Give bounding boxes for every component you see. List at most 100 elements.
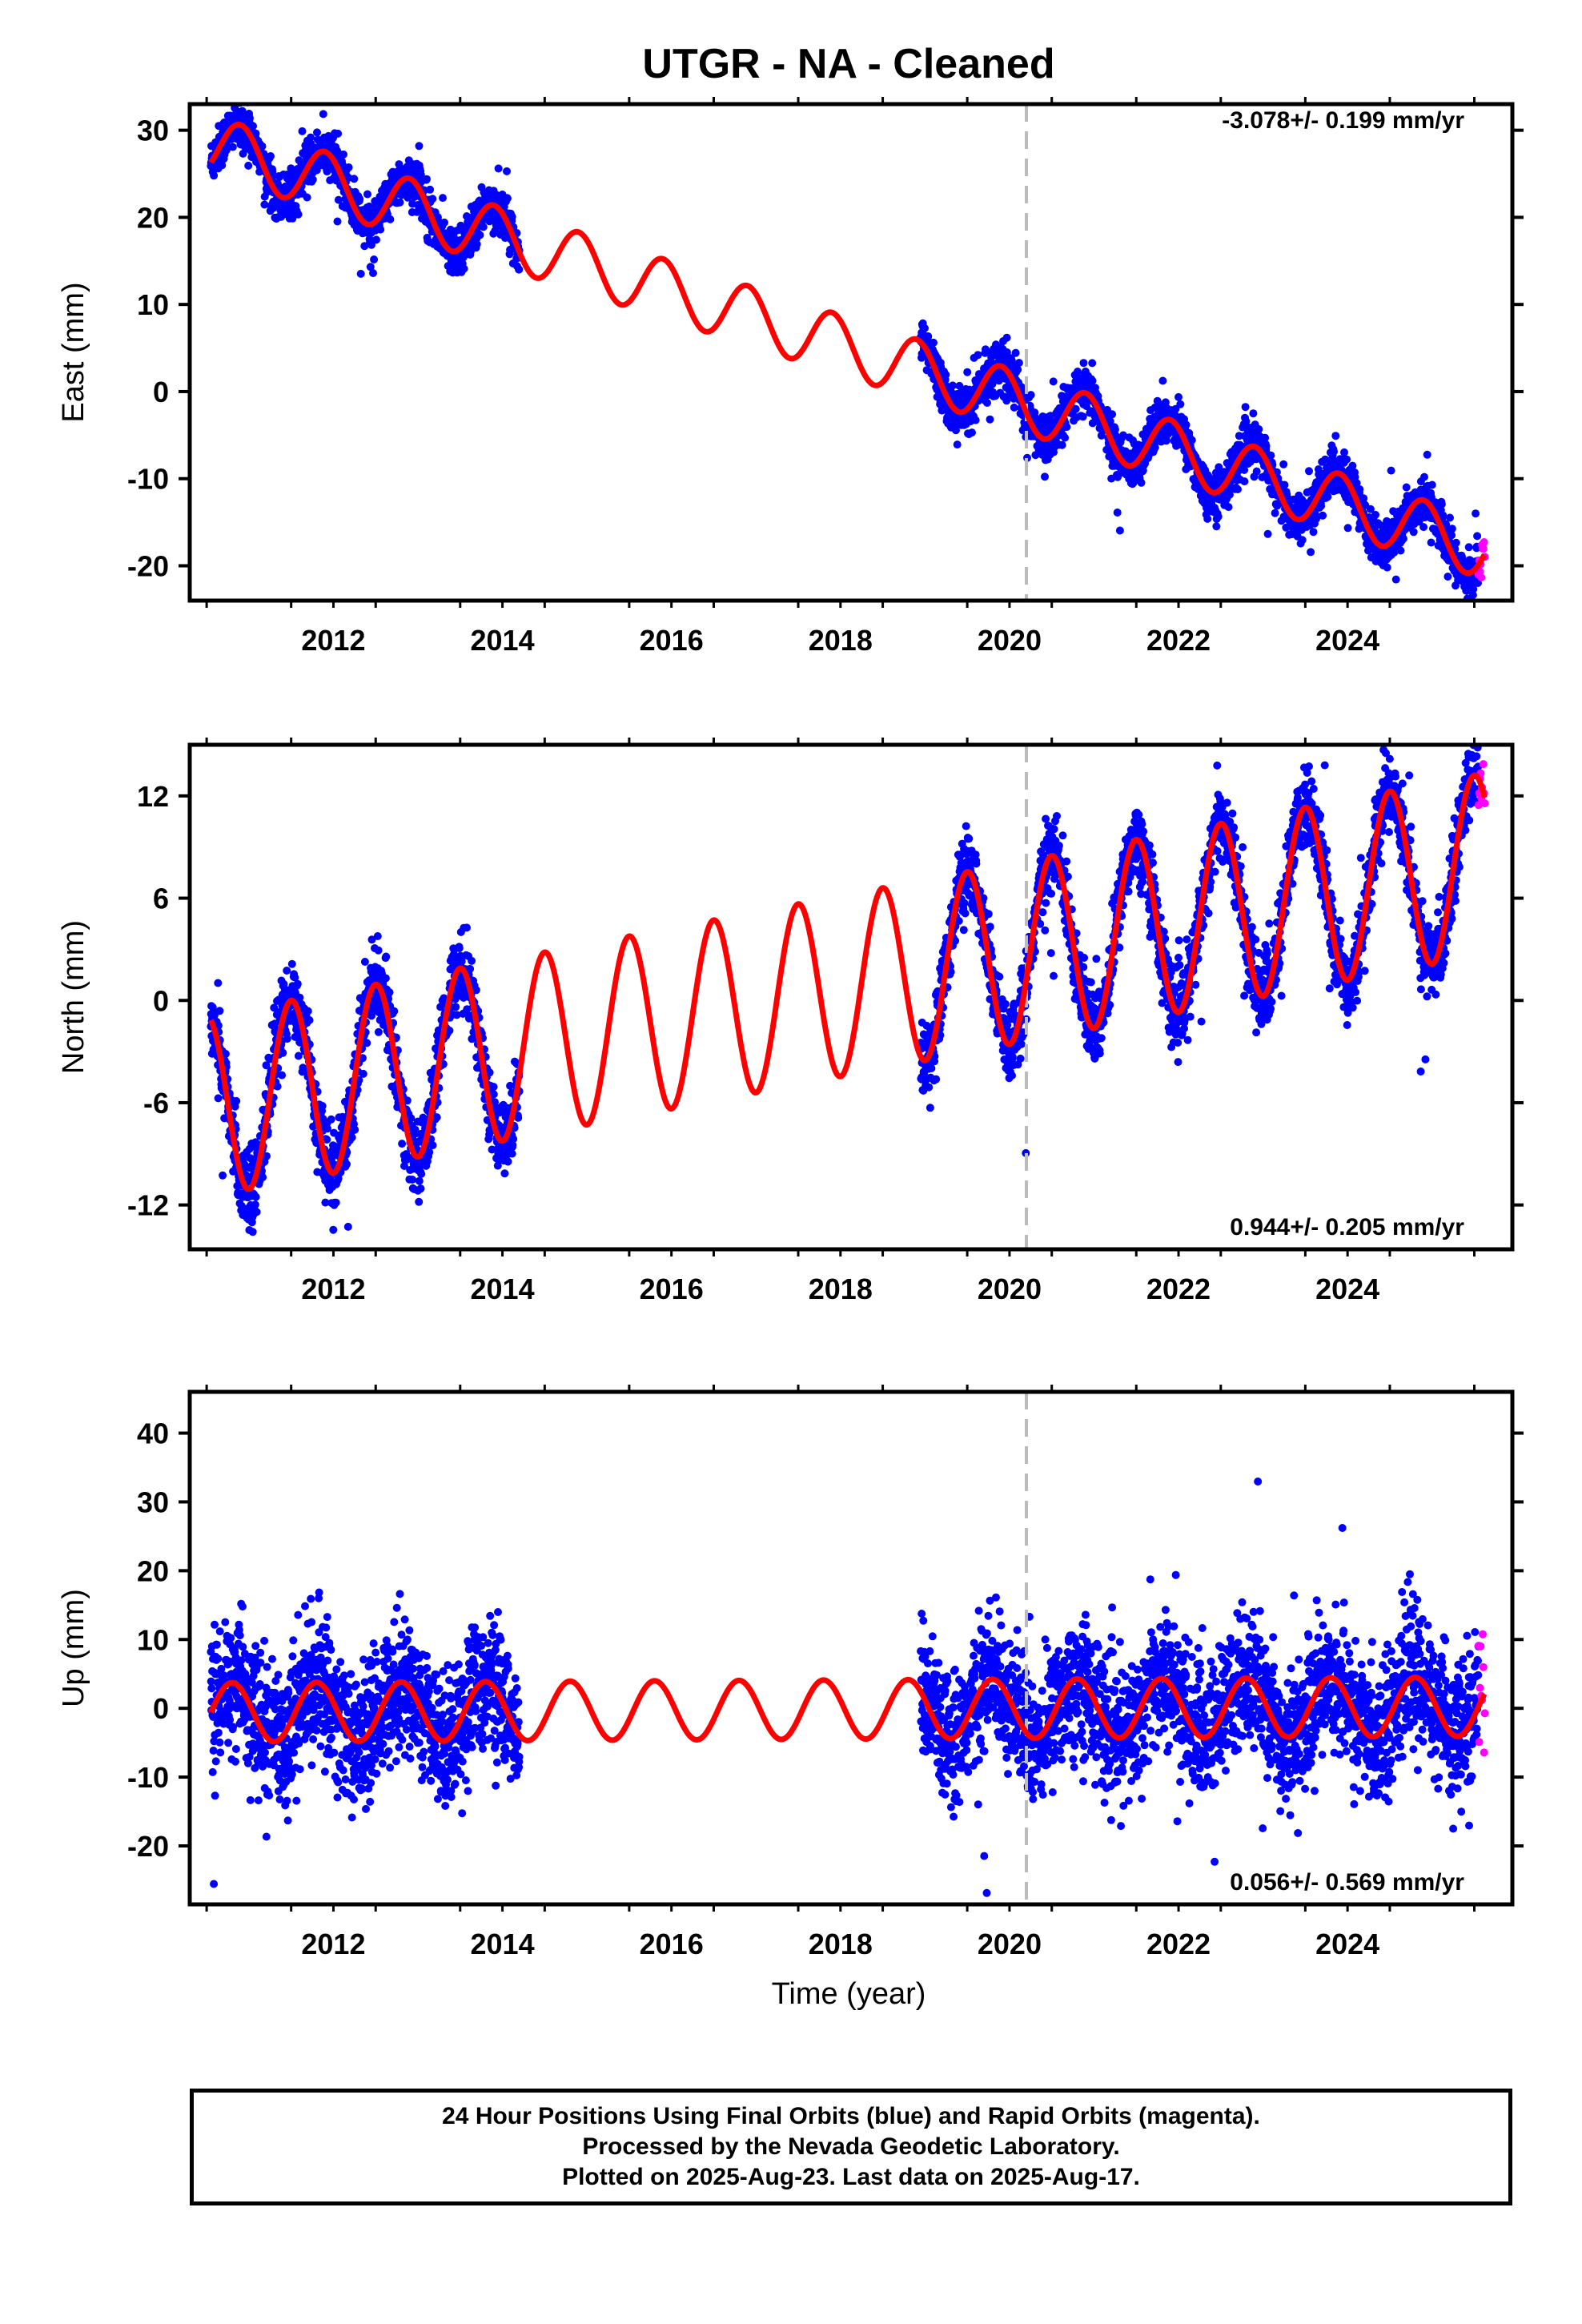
data-point [228, 143, 237, 151]
data-point [1447, 525, 1456, 533]
data-point [278, 1071, 287, 1080]
data-point [347, 1133, 356, 1142]
data-point [468, 956, 476, 965]
y-axis-label: East (mm) [57, 282, 90, 422]
data-point [1446, 513, 1454, 522]
data-point [238, 107, 247, 115]
data-point [360, 958, 369, 966]
data-point [356, 269, 365, 278]
data-point [1162, 436, 1170, 445]
data-point [248, 1228, 257, 1236]
data-point [386, 215, 395, 223]
data-point [287, 164, 295, 173]
data-point [1058, 440, 1066, 449]
data-point [963, 368, 972, 376]
data-point [1420, 472, 1428, 481]
data-point [425, 1148, 434, 1156]
data-point [1174, 392, 1182, 401]
data-point [385, 988, 394, 997]
data-point [1137, 478, 1146, 487]
data-point [1427, 480, 1436, 489]
data-point [1240, 477, 1249, 486]
data-point [252, 1208, 261, 1216]
data-point [1319, 511, 1327, 520]
data-point [1279, 460, 1288, 468]
data-point [279, 1048, 287, 1057]
data-point [416, 171, 425, 179]
data-point [267, 89, 275, 97]
data-point [1298, 536, 1307, 545]
data-point [472, 239, 481, 248]
data-point [251, 1200, 259, 1209]
data-point [1309, 528, 1318, 537]
data-point [351, 1125, 359, 1134]
data-point [1419, 523, 1428, 532]
data-point [327, 1115, 335, 1124]
data-point [971, 416, 980, 424]
data-point [287, 959, 296, 968]
data-point [294, 210, 303, 219]
data-point [423, 175, 431, 183]
data-point [1041, 472, 1049, 481]
y-tick-label: 10 [137, 288, 169, 321]
data-point [363, 190, 371, 199]
data-point [218, 161, 227, 170]
data-point [1061, 433, 1070, 442]
data-point [930, 338, 938, 347]
data-point [298, 127, 307, 135]
data-point [283, 1035, 291, 1043]
data-point [1399, 534, 1407, 543]
x-tick-label: 2020 [978, 624, 1042, 657]
data-point [415, 1176, 424, 1185]
data-point [372, 235, 380, 244]
data-point [369, 269, 377, 277]
data-point [244, 161, 253, 170]
data-point [410, 191, 419, 199]
data-point [259, 1173, 267, 1182]
rapid-point [1480, 538, 1488, 546]
data-point [494, 164, 503, 173]
data-point [1176, 400, 1185, 408]
data-point [396, 198, 404, 207]
data-point [318, 1102, 327, 1110]
data-point [1262, 442, 1271, 450]
data-point [1187, 436, 1196, 444]
data-point [1323, 493, 1332, 501]
data-point [1182, 420, 1191, 429]
data-point [231, 91, 239, 99]
data-point [452, 1003, 460, 1011]
final-orbit-points [207, 745, 1483, 1236]
chart-title: UTGR - NA - Cleaned [642, 41, 1054, 87]
data-point [303, 193, 311, 202]
data-point [1088, 359, 1097, 368]
data-point [288, 214, 297, 223]
data-point [479, 223, 488, 231]
data-point [334, 129, 343, 138]
data-point [214, 979, 223, 987]
data-point [1271, 509, 1279, 517]
data-point [363, 1039, 371, 1047]
data-point [263, 1152, 271, 1160]
data-point [503, 194, 512, 203]
data-point [267, 152, 275, 160]
data-point [219, 1171, 227, 1180]
data-point [1106, 417, 1114, 425]
data-point [1331, 432, 1340, 440]
y-tick-label: -20 [127, 549, 169, 582]
data-point [1437, 500, 1446, 509]
data-point [1317, 501, 1326, 510]
data-point [1108, 410, 1117, 419]
data-point [983, 399, 991, 407]
data-point [1097, 431, 1106, 440]
data-point [1343, 455, 1351, 464]
data-point [1355, 485, 1364, 493]
data-point [374, 1027, 383, 1036]
data-point [344, 163, 353, 171]
data-point [1002, 348, 1011, 356]
data-point [273, 1082, 282, 1091]
data-point [463, 923, 471, 932]
data-point [293, 979, 302, 988]
data-point [1049, 377, 1058, 386]
data-point [1473, 532, 1482, 541]
data-point [1427, 538, 1435, 547]
